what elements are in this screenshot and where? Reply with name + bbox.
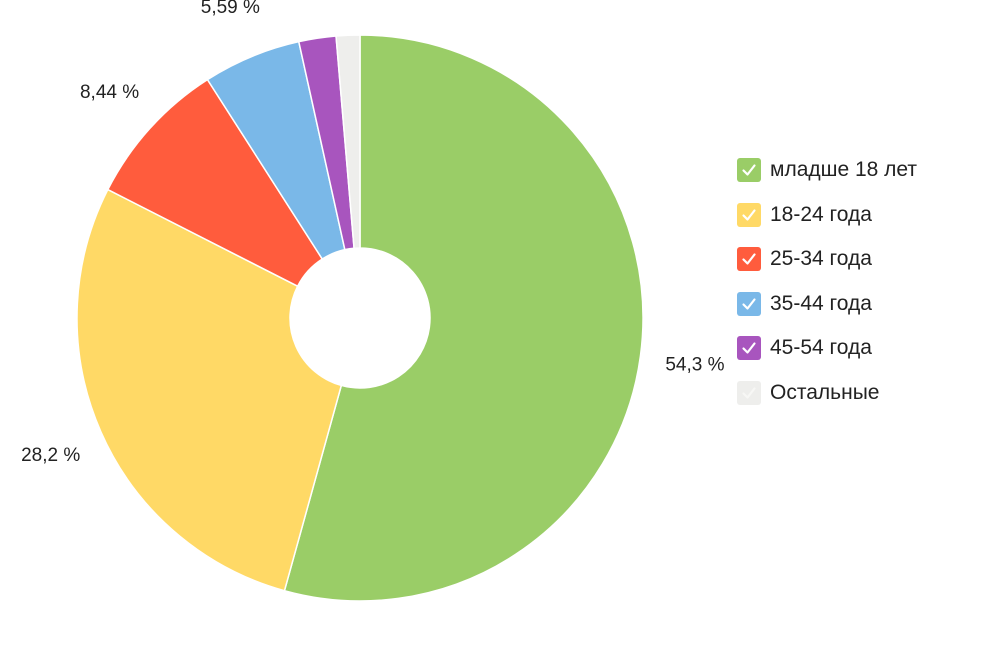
- slice-value-label-1: 28,2 %: [21, 445, 80, 466]
- legend-item-4[interactable]: 45-54 года: [737, 326, 917, 371]
- legend-item-0[interactable]: младше 18 лет: [737, 148, 917, 193]
- legend-label: младше 18 лет: [770, 158, 918, 182]
- legend-checkbox[interactable]: [737, 380, 761, 405]
- legend-item-5[interactable]: Остальные: [737, 371, 917, 416]
- pie-slice-2[interactable]: [106, 78, 324, 288]
- slice-value-label-2: 8,44 %: [80, 82, 139, 103]
- chart-legend: младше 18 лет 18-24 года 25-34 года 35-44 г…: [737, 148, 917, 415]
- checkmark-icon: [742, 298, 756, 310]
- legend-item-2[interactable]: 25-34 года: [737, 237, 917, 282]
- slice-value-label-0: 54,3 %: [665, 355, 724, 376]
- legend-checkbox[interactable]: [737, 247, 761, 272]
- checkmark-icon: [742, 342, 756, 354]
- legend-item-3[interactable]: 35-44 года: [737, 282, 917, 327]
- legend-label: 18-24 года: [770, 202, 872, 226]
- slice-value-label-3: 5,59 %: [201, 0, 260, 18]
- checkmark-icon: [742, 253, 756, 265]
- legend-label: Остальные: [770, 380, 880, 404]
- legend-item-1[interactable]: 18-24 года: [737, 193, 917, 238]
- legend-label: 45-54 года: [770, 336, 872, 360]
- legend-checkbox[interactable]: [737, 336, 761, 361]
- checkmark-icon: [742, 164, 756, 176]
- legend-checkbox[interactable]: [737, 291, 761, 316]
- checkmark-icon: [742, 387, 756, 399]
- pie-slice-0[interactable]: [283, 34, 644, 602]
- legend-checkbox[interactable]: [737, 202, 761, 227]
- checkmark-icon: [742, 209, 756, 221]
- pie-slice-1[interactable]: [76, 188, 343, 592]
- pie-slice-5[interactable]: [335, 34, 361, 250]
- legend-label: 35-44 года: [770, 291, 872, 315]
- legend-checkbox[interactable]: [737, 158, 761, 183]
- legend-label: 25-34 года: [770, 247, 872, 271]
